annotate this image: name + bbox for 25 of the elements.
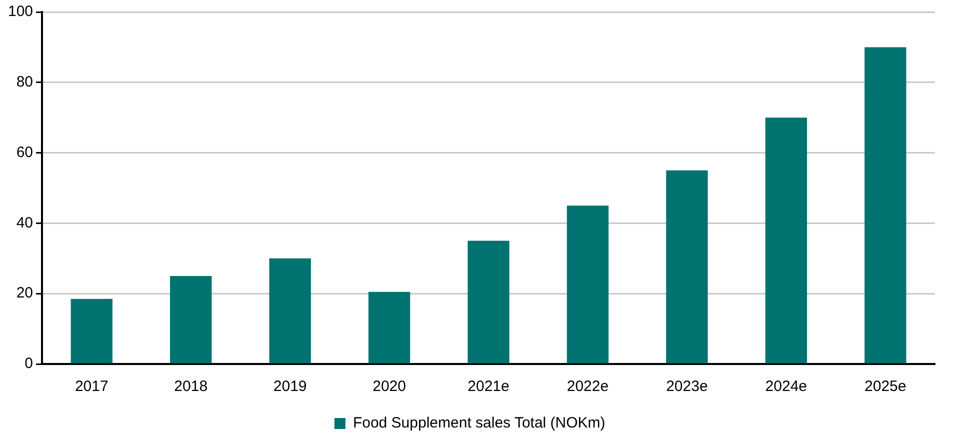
x-tick-label: 2022e: [566, 378, 609, 396]
x-tick-label: 2025e: [864, 378, 906, 396]
x-tick-label: 2020: [372, 378, 406, 396]
x-tick-label: 2017: [74, 378, 108, 396]
bar: [666, 170, 708, 364]
y-tick-label: 60: [16, 144, 34, 161]
bar: [864, 47, 906, 364]
x-tick-label: 2023e: [666, 378, 708, 396]
x-tick-label: 2021e: [468, 378, 510, 396]
bar: [170, 276, 212, 364]
bar: [566, 206, 609, 364]
bar: [468, 240, 510, 364]
y-tick-label: 40: [16, 214, 34, 232]
y-tick-label: 80: [16, 74, 34, 91]
x-tick-label: 2019: [273, 378, 307, 396]
y-tick-label: 20: [16, 284, 34, 302]
x-tick-label: 2018: [174, 378, 208, 396]
bar: [765, 118, 808, 364]
bar: [70, 298, 112, 364]
bar: [269, 258, 311, 364]
y-tick-label: 100: [8, 3, 34, 20]
legend-label: Food Supplement sales Total (NOKm): [352, 414, 606, 432]
y-tick-label: 0: [24, 355, 34, 372]
x-tick-label: 2024e: [765, 378, 808, 396]
bar: [368, 292, 410, 364]
